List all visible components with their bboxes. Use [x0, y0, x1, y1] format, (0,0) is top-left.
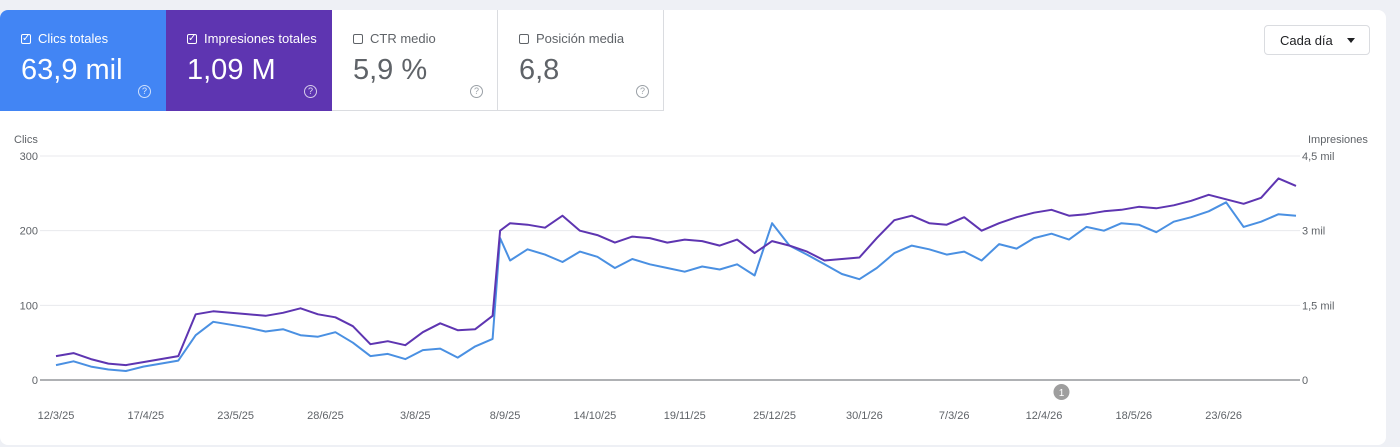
x-tick-label: 7/3/26 — [939, 410, 970, 422]
metric-cards: ✓ Clics totales 63,9 mil ? ✓ Impresiones… — [0, 10, 664, 111]
left-tick-label: 200 — [20, 226, 38, 238]
x-tick-label: 14/10/25 — [573, 410, 616, 422]
dropdown-label: Cada día — [1280, 33, 1333, 48]
x-tick-label: 17/4/25 — [127, 410, 164, 422]
annotation-label: 1 — [1059, 388, 1065, 399]
help-icon[interactable]: ? — [138, 85, 151, 98]
series-line-clics — [55, 201, 1297, 372]
right-tick-label: 3 mil — [1302, 226, 1325, 238]
metric-card-position[interactable]: Posición media 6,8 ? — [498, 10, 664, 111]
left-tick-label: 300 — [20, 151, 38, 163]
left-tick-label: 100 — [20, 300, 38, 312]
x-tick-label: 8/9/25 — [490, 410, 521, 422]
x-tick-label: 25/12/25 — [753, 410, 796, 422]
metric-card-clicks[interactable]: ✓ Clics totales 63,9 mil ? — [0, 10, 166, 111]
metric-card-ctr[interactable]: CTR medio 5,9 % ? — [332, 10, 498, 111]
checkbox-icon[interactable]: ✓ — [187, 33, 197, 44]
granularity-dropdown[interactable]: Cada día — [1264, 25, 1370, 55]
help-icon[interactable]: ? — [470, 85, 483, 98]
help-icon[interactable]: ? — [636, 85, 649, 98]
x-tick-label: 12/4/26 — [1026, 410, 1063, 422]
right-axis-title: Impresiones — [1308, 134, 1368, 146]
right-tick-label: 0 — [1302, 375, 1308, 387]
metric-value: 5,9 % — [353, 54, 428, 86]
x-tick-label: 28/6/25 — [307, 410, 344, 422]
x-tick-label: 23/6/26 — [1205, 410, 1242, 422]
checkbox-icon[interactable] — [519, 34, 529, 44]
metric-card-impressions[interactable]: ✓ Impresiones totales 1,09 M ? — [166, 10, 332, 111]
caret-down-icon — [1347, 38, 1355, 43]
annotation-marker — [1053, 384, 1070, 400]
x-tick-label: 12/3/25 — [38, 410, 75, 422]
x-tick-label: 19/11/25 — [664, 410, 706, 422]
x-tick-label: 30/1/26 — [846, 410, 883, 422]
checkbox-icon[interactable]: ✓ — [21, 33, 31, 44]
left-tick-label: 0 — [32, 375, 38, 387]
series-line-impresiones — [55, 177, 1297, 367]
right-tick-label: 1,5 mil — [1302, 300, 1334, 312]
metric-value: 1,09 M — [187, 54, 276, 86]
help-icon[interactable]: ? — [304, 85, 317, 98]
metric-value: 63,9 mil — [21, 54, 123, 86]
metric-value: 6,8 — [519, 54, 560, 86]
left-axis-title: Clics — [14, 134, 38, 146]
checkbox-icon[interactable] — [353, 34, 363, 44]
x-tick-label: 18/5/26 — [1115, 410, 1152, 422]
x-tick-label: 23/5/25 — [217, 410, 254, 422]
performance-card: ✓ Clics totales 63,9 mil ? ✓ Impresiones… — [0, 10, 1386, 445]
x-tick-label: 3/8/25 — [400, 410, 431, 422]
right-tick-label: 4,5 mil — [1302, 151, 1334, 163]
